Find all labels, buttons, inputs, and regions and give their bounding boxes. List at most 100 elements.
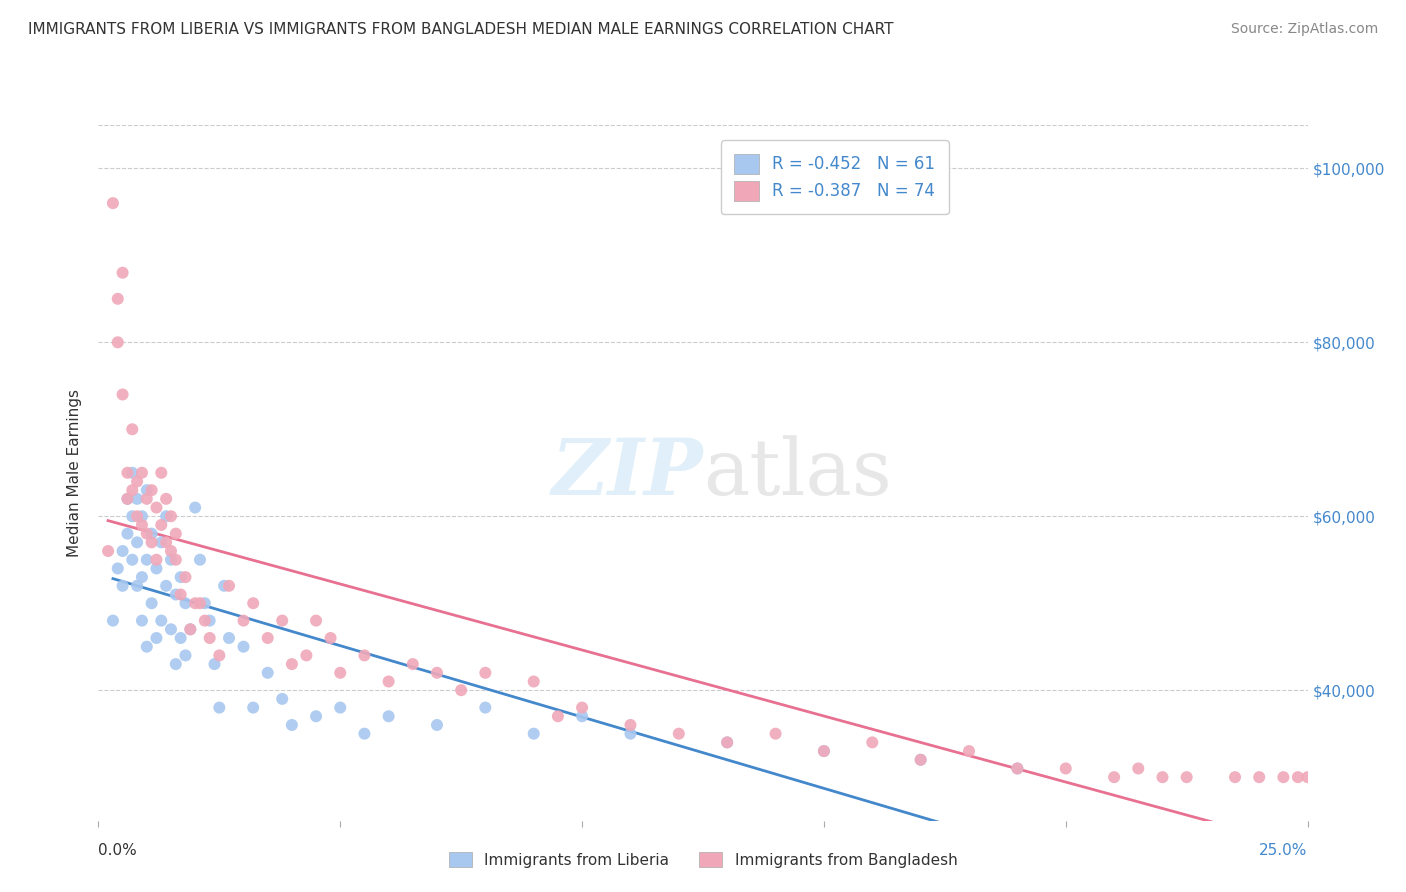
Point (1102, 770, 1125, 784)
Point (218, 579, 240, 593)
Text: 0.0%: 0.0% (98, 843, 138, 858)
Point (117, 526, 139, 541)
Text: Source: ZipAtlas.com: Source: ZipAtlas.com (1230, 22, 1378, 37)
Point (127, 579, 149, 593)
Point (179, 623, 201, 637)
Point (150, 535, 173, 549)
Point (547, 709, 569, 723)
Point (523, 726, 546, 740)
Point (523, 674, 546, 689)
Text: IMMIGRANTS FROM LIBERIA VS IMMIGRANTS FROM BANGLADESH MEDIAN MALE EARNINGS CORRE: IMMIGRANTS FROM LIBERIA VS IMMIGRANTS FR… (28, 22, 894, 37)
Point (160, 623, 183, 637)
Point (127, 509, 149, 524)
Point (218, 631, 240, 645)
Point (295, 648, 318, 663)
Point (121, 466, 143, 480)
Point (107, 561, 129, 575)
Point (165, 526, 187, 541)
Point (716, 735, 738, 749)
Point (131, 466, 153, 480)
Point (150, 466, 173, 480)
Point (232, 614, 254, 628)
Point (135, 526, 157, 541)
Point (179, 623, 201, 637)
Point (1223, 770, 1246, 784)
Point (174, 596, 197, 610)
Point (256, 665, 278, 680)
Point (101, 614, 124, 628)
Point (1272, 770, 1295, 784)
Point (1296, 770, 1319, 784)
Point (860, 735, 883, 749)
Point (1007, 762, 1029, 776)
Point (155, 491, 177, 506)
Point (271, 692, 294, 706)
Point (426, 718, 449, 732)
Point (353, 648, 375, 663)
Point (169, 588, 191, 602)
Point (242, 596, 264, 610)
Point (353, 726, 375, 740)
Point (145, 500, 167, 515)
Point (135, 483, 157, 498)
Point (208, 700, 231, 714)
Point (145, 631, 167, 645)
Point (271, 614, 294, 628)
Point (194, 596, 217, 610)
Point (232, 640, 254, 654)
Point (281, 718, 304, 732)
Point (131, 614, 153, 628)
Point (131, 517, 153, 532)
Point (121, 483, 143, 498)
Point (141, 526, 163, 541)
Point (765, 726, 787, 740)
Point (1007, 762, 1029, 776)
Point (571, 709, 593, 723)
Point (165, 657, 187, 671)
Point (107, 292, 129, 306)
Text: 25.0%: 25.0% (1260, 843, 1308, 858)
Point (127, 475, 149, 489)
Point (155, 535, 177, 549)
Point (145, 552, 167, 567)
Point (305, 614, 328, 628)
Point (169, 570, 191, 584)
Point (111, 579, 134, 593)
Point (111, 544, 134, 558)
Point (305, 709, 328, 723)
Point (281, 657, 304, 671)
Point (957, 744, 980, 758)
Point (716, 735, 738, 749)
Point (402, 657, 425, 671)
Point (242, 700, 264, 714)
Legend: Immigrants from Liberia, Immigrants from Bangladesh: Immigrants from Liberia, Immigrants from… (436, 839, 970, 880)
Point (174, 648, 197, 663)
Point (117, 491, 139, 506)
Point (910, 753, 932, 767)
Point (910, 753, 932, 767)
Point (329, 700, 352, 714)
Point (174, 570, 197, 584)
Point (188, 596, 211, 610)
Point (135, 552, 157, 567)
Point (198, 614, 221, 628)
Point (329, 665, 352, 680)
Point (1175, 770, 1198, 784)
Point (256, 631, 278, 645)
Point (117, 466, 139, 480)
Point (184, 596, 207, 610)
Point (426, 665, 449, 680)
Point (474, 665, 496, 680)
Point (160, 552, 183, 567)
Point (1152, 770, 1174, 784)
Point (169, 631, 191, 645)
Point (450, 683, 472, 698)
Point (1286, 770, 1309, 784)
Point (97, 544, 120, 558)
Point (127, 491, 149, 506)
Point (204, 657, 226, 671)
Point (141, 596, 163, 610)
Point (377, 674, 399, 689)
Point (165, 552, 187, 567)
Point (188, 552, 211, 567)
